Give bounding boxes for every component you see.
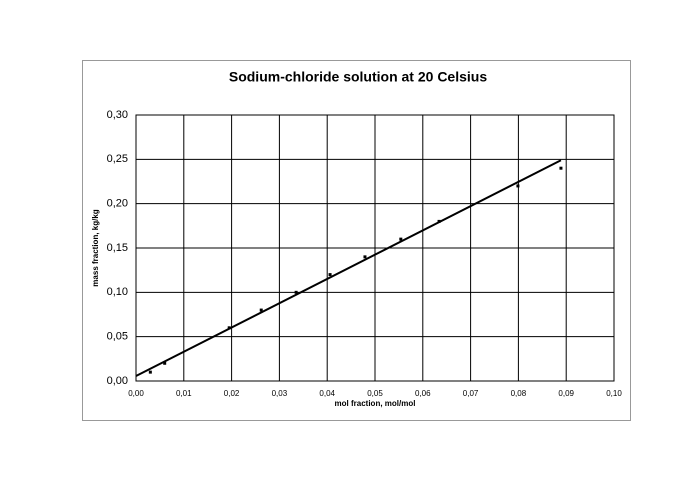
x-tick-label: 0,02	[224, 389, 240, 398]
data-point	[294, 290, 298, 294]
y-axis-label: mass fraction, kg/kg	[91, 209, 100, 286]
y-tick-label: 0,05	[107, 331, 128, 343]
data-point	[516, 184, 520, 188]
plot-area	[135, 114, 615, 382]
y-tick-label: 0,00	[107, 375, 128, 387]
data-point	[399, 237, 403, 241]
data-point	[559, 166, 563, 170]
data-point	[163, 361, 167, 365]
data-point	[437, 219, 441, 223]
chart-title: Sodium-chloride solution at 20 Celsius	[229, 69, 487, 85]
x-axis-label: mol fraction, mol/mol	[335, 399, 416, 408]
x-tick-label: 0,06	[415, 389, 431, 398]
x-tick-label: 0,10	[606, 389, 622, 398]
data-point	[148, 370, 152, 374]
data-point	[328, 273, 332, 277]
x-tick-label: 0,05	[367, 389, 383, 398]
y-tick-label: 0,30	[107, 109, 128, 121]
data-point	[363, 255, 367, 259]
x-tick-label: 0,04	[319, 389, 335, 398]
x-tick-label: 0,09	[558, 389, 574, 398]
data-point	[227, 326, 231, 330]
x-tick-label: 0,07	[463, 389, 479, 398]
x-tick-label: 0,01	[176, 389, 192, 398]
y-tick-label: 0,20	[107, 198, 128, 210]
data-point	[259, 308, 263, 312]
y-tick-label: 0,15	[107, 242, 128, 254]
x-tick-label: 0,00	[128, 389, 144, 398]
trend-line	[135, 159, 562, 377]
y-tick-label: 0,10	[107, 286, 128, 298]
x-tick-label: 0,08	[511, 389, 527, 398]
chart-frame	[82, 60, 631, 421]
y-tick-label: 0,25	[107, 153, 128, 165]
x-tick-label: 0,03	[272, 389, 288, 398]
